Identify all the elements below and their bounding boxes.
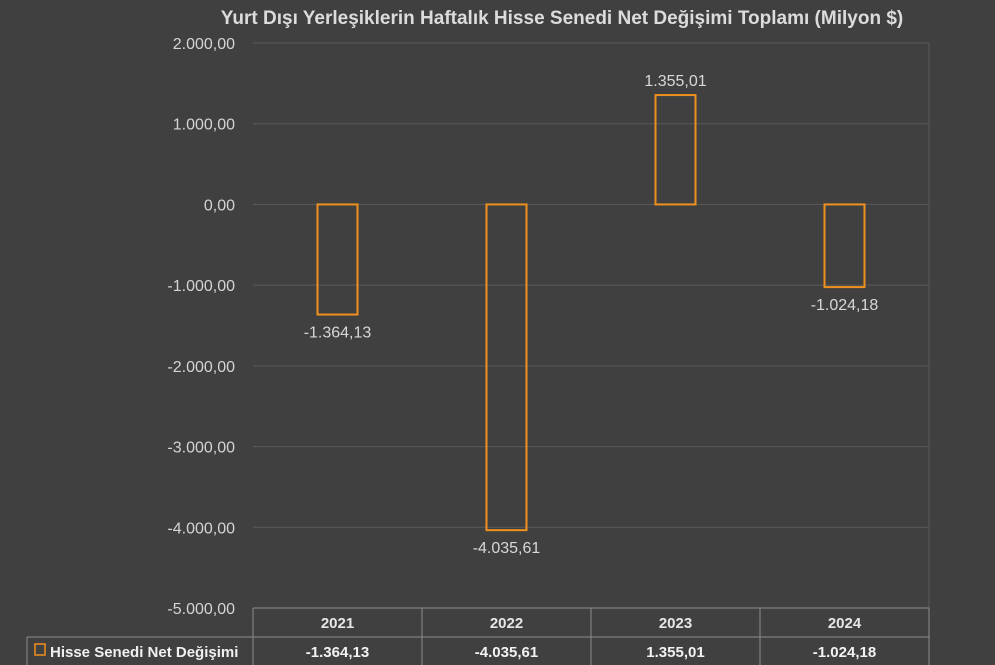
bar-2022 [485,203,528,532]
category-label-2022: 2022 [490,615,523,632]
data-labels: -1.364,13 -4.035,61 1.355,01 -1.024,18 [304,73,879,557]
table-value-2021: -1.364,13 [306,644,369,661]
chart-title: Yurt Dışı Yerleşiklerin Haftalık Hisse S… [220,8,904,29]
y-tick-label: -4.000,00 [167,520,235,537]
y-tick-label: 1.000,00 [173,117,235,134]
data-label-2024: -1.024,18 [811,297,879,314]
category-label-2023: 2023 [659,615,692,632]
bar-2023 [654,94,697,206]
data-label-2023: 1.355,01 [644,73,706,90]
data-label-2022: -4.035,61 [473,540,541,557]
table-value-2023: 1.355,01 [646,644,704,661]
y-tick-label: 2.000,00 [173,36,235,53]
legend-key-icon [34,643,46,656]
table-value-2022: -4.035,61 [475,644,538,661]
table-value-2024: -1.024,18 [813,644,876,661]
data-label-2021: -1.364,13 [304,325,372,342]
y-tick-label: -1.000,00 [167,278,235,295]
data-table: 2021 -1.364,13 2022 -4.035,61 2023 1.355,01 20… [26,607,930,665]
bar-2024 [823,203,866,289]
gridlines [253,42,930,608]
y-tick-label: -5.000,00 [167,601,235,618]
bar-2021 [316,203,359,316]
legend-series-name: Hisse Senedi Net Değişimi [50,644,238,661]
y-axis-tick-labels: 2.000,00 1.000,00 0,00 -1.000,00 -2.000,00 -3… [167,36,235,618]
category-label-2021: 2021 [321,615,354,632]
y-tick-label: -3.000,00 [167,440,235,457]
y-tick-label: -2.000,00 [167,359,235,376]
y-tick-label: 0,00 [204,197,235,214]
bars [316,94,866,532]
category-label-2024: 2024 [828,615,862,632]
